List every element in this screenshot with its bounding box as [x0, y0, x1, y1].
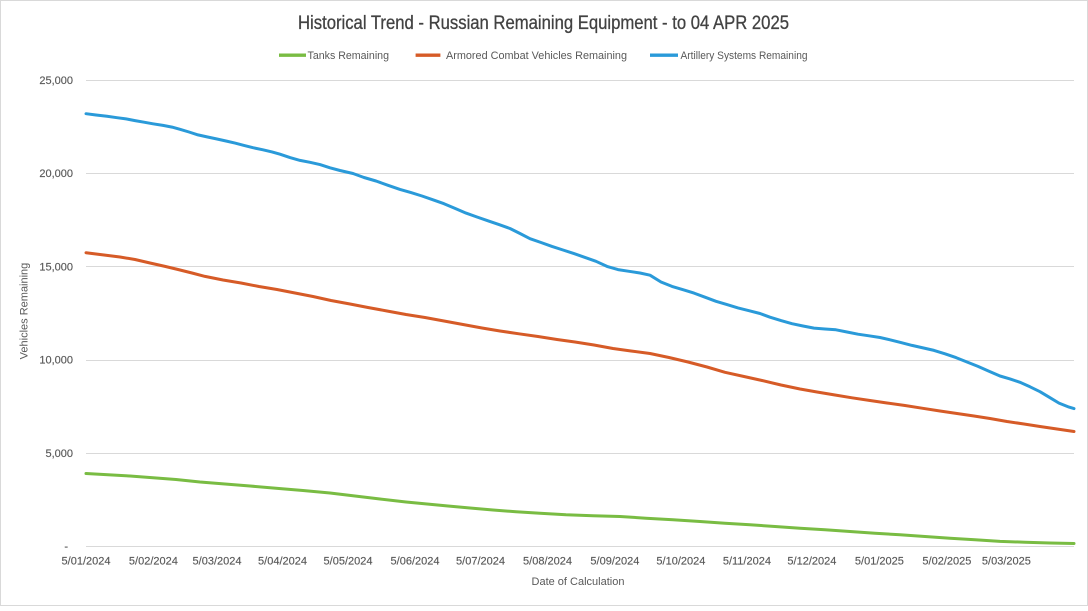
svg-text:5/01/2025: 5/01/2025	[855, 556, 904, 568]
svg-text:5,000: 5,000	[45, 448, 73, 460]
svg-text:10,000: 10,000	[39, 355, 73, 367]
svg-text:5/01/2024: 5/01/2024	[62, 556, 111, 568]
svg-text:Artillery Systems Remaining: Artillery Systems Remaining	[681, 50, 808, 62]
svg-text:15,000: 15,000	[39, 261, 73, 273]
svg-text:5/05/2024: 5/05/2024	[324, 556, 373, 568]
svg-text:5/08/2024: 5/08/2024	[523, 556, 572, 568]
svg-text:5/03/2024: 5/03/2024	[193, 556, 242, 568]
svg-text:5/12/2024: 5/12/2024	[787, 556, 836, 568]
svg-text:Date of Calculation: Date of Calculation	[532, 576, 625, 588]
svg-text:25,000: 25,000	[39, 75, 73, 87]
svg-text:5/10/2024: 5/10/2024	[656, 556, 705, 568]
svg-text:5/06/2024: 5/06/2024	[391, 556, 440, 568]
svg-text:Historical Trend - Russian Rem: Historical Trend - Russian Remaining Equ…	[298, 13, 789, 34]
svg-text:Vehicles Remaining: Vehicles Remaining	[19, 263, 31, 360]
svg-text:5/07/2024: 5/07/2024	[456, 556, 505, 568]
svg-text:Armored Combat Vehicles Remain: Armored Combat Vehicles Remaining	[446, 50, 627, 62]
svg-text:5/03/2025: 5/03/2025	[982, 556, 1031, 568]
svg-text:5/09/2024: 5/09/2024	[590, 556, 639, 568]
svg-text:5/11/2024: 5/11/2024	[723, 556, 771, 568]
svg-text:-: -	[64, 541, 68, 553]
svg-text:Tanks Remaining: Tanks Remaining	[308, 50, 390, 62]
svg-text:5/02/2024: 5/02/2024	[129, 556, 178, 568]
svg-text:5/04/2024: 5/04/2024	[258, 556, 307, 568]
svg-text:20,000: 20,000	[39, 168, 73, 180]
svg-text:5/02/2025: 5/02/2025	[922, 556, 971, 568]
